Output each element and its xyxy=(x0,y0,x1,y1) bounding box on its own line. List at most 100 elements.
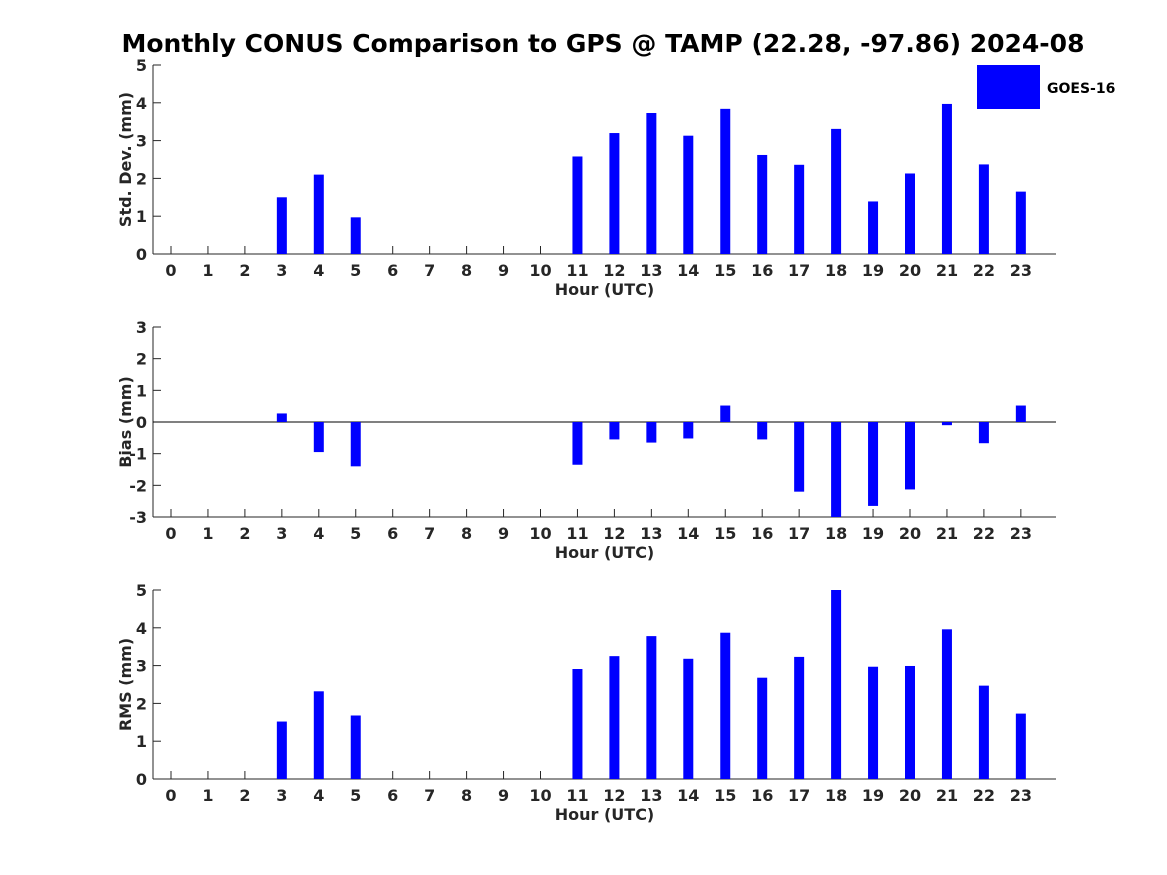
x-tick-label: 4 xyxy=(313,786,324,805)
bar-stddev-hour-13 xyxy=(646,113,657,254)
y-tick-label: 2 xyxy=(136,169,147,188)
x-axis-label: Hour (UTC) xyxy=(555,543,655,562)
x-tick-label: 18 xyxy=(825,261,847,280)
x-tick-label: 7 xyxy=(424,786,435,805)
x-tick-label: 17 xyxy=(788,786,810,805)
bar-bias-hour-21 xyxy=(941,422,952,426)
x-tick-label: 21 xyxy=(936,786,958,805)
y-tick-label: 2 xyxy=(136,694,147,713)
x-tick-label: 19 xyxy=(862,786,884,805)
x-tick-label: 9 xyxy=(498,261,509,280)
x-tick-label: 22 xyxy=(973,261,995,280)
x-tick-label: 15 xyxy=(714,261,736,280)
x-tick-label: 22 xyxy=(973,786,995,805)
x-tick-label: 7 xyxy=(424,261,435,280)
x-tick-label: 2 xyxy=(239,261,250,280)
x-tick-label: 15 xyxy=(714,786,736,805)
bar-stddev-hour-16 xyxy=(757,154,768,254)
x-tick-label: 0 xyxy=(165,786,176,805)
x-tick-label: 1 xyxy=(202,261,213,280)
x-tick-label: 20 xyxy=(899,786,921,805)
x-tick-label: 6 xyxy=(387,786,398,805)
bar-stddev-hour-23 xyxy=(1015,191,1026,254)
x-tick-label: 21 xyxy=(936,524,958,543)
x-tick-label: 12 xyxy=(603,524,625,543)
y-tick-label: -1 xyxy=(129,445,147,464)
y-tick-label: 5 xyxy=(136,581,147,600)
x-tick-label: 23 xyxy=(1010,261,1032,280)
bar-rms-hour-14 xyxy=(683,658,694,779)
y-tick-label: 5 xyxy=(136,56,147,75)
x-tick-label: 11 xyxy=(566,524,588,543)
legend-label: GOES-16 xyxy=(1047,81,1115,97)
bar-stddev-hour-20 xyxy=(905,173,915,254)
y-tick-label: 3 xyxy=(136,132,147,151)
bar-bias-hour-16 xyxy=(757,422,768,440)
bar-stddev-hour-21 xyxy=(941,103,952,255)
bar-rms-hour-21 xyxy=(941,629,952,779)
x-tick-label: 9 xyxy=(498,786,509,805)
bar-stddev-hour-17 xyxy=(794,164,805,254)
y-tick-label: 0 xyxy=(136,413,147,432)
x-tick-label: 0 xyxy=(165,524,176,543)
bar-bias-hour-20 xyxy=(905,422,915,490)
bar-bias-hour-17 xyxy=(794,422,805,492)
legend-swatch xyxy=(977,65,1040,109)
x-tick-label: 13 xyxy=(640,786,662,805)
x-tick-label: 16 xyxy=(751,261,773,280)
bar-bias-hour-22 xyxy=(978,422,989,444)
legend: GOES-16 xyxy=(977,65,1115,109)
x-tick-label: 10 xyxy=(529,261,551,280)
y-tick-label: -3 xyxy=(129,508,147,527)
x-tick-label: 23 xyxy=(1010,524,1032,543)
bar-rms-hour-3 xyxy=(276,721,287,779)
bar-rms-hour-19 xyxy=(868,666,879,779)
x-tick-label: 5 xyxy=(350,261,361,280)
x-tick-label: 18 xyxy=(825,524,847,543)
x-tick-label: 20 xyxy=(899,524,921,543)
y-tick-label: 3 xyxy=(136,657,147,676)
x-tick-label: 8 xyxy=(461,261,472,280)
bar-rms-hour-4 xyxy=(313,691,324,779)
x-tick-label: 3 xyxy=(276,786,287,805)
y-axis-label: Std. Dev. (mm) xyxy=(116,92,135,227)
bar-stddev-hour-22 xyxy=(978,164,989,254)
x-tick-label: 3 xyxy=(276,261,287,280)
x-tick-label: 5 xyxy=(350,786,361,805)
y-tick-label: 1 xyxy=(136,207,147,226)
bar-stddev-hour-5 xyxy=(350,217,361,254)
bar-stddev-hour-14 xyxy=(683,135,694,254)
y-axis-label: RMS (mm) xyxy=(116,638,135,731)
x-axis-label: Hour (UTC) xyxy=(555,805,655,824)
x-tick-label: 14 xyxy=(677,261,699,280)
x-tick-label: 14 xyxy=(677,786,699,805)
x-tick-label: 19 xyxy=(862,524,884,543)
x-tick-label: 17 xyxy=(788,524,810,543)
chart-title: Monthly CONUS Comparison to GPS @ TAMP (… xyxy=(122,29,1085,58)
x-tick-label: 4 xyxy=(313,261,324,280)
bar-bias-hour-13 xyxy=(646,422,657,443)
bar-stddev-hour-11 xyxy=(572,156,583,254)
x-tick-label: 1 xyxy=(202,786,213,805)
y-tick-label: 2 xyxy=(136,350,147,369)
x-tick-label: 8 xyxy=(461,524,472,543)
x-tick-label: 16 xyxy=(751,524,773,543)
bar-rms-hour-13 xyxy=(646,636,657,779)
bar-bias-hour-11 xyxy=(572,422,583,465)
bar-bias-hour-5 xyxy=(350,422,361,467)
bar-rms-hour-15 xyxy=(720,632,731,779)
x-tick-label: 18 xyxy=(825,786,847,805)
x-tick-label: 23 xyxy=(1010,786,1032,805)
x-tick-label: 14 xyxy=(677,524,699,543)
x-tick-label: 6 xyxy=(387,524,398,543)
x-tick-label: 22 xyxy=(973,524,995,543)
x-tick-label: 19 xyxy=(862,261,884,280)
x-tick-label: 0 xyxy=(165,261,176,280)
x-tick-label: 21 xyxy=(936,261,958,280)
bar-stddev-hour-15 xyxy=(720,108,731,255)
x-tick-label: 17 xyxy=(788,261,810,280)
